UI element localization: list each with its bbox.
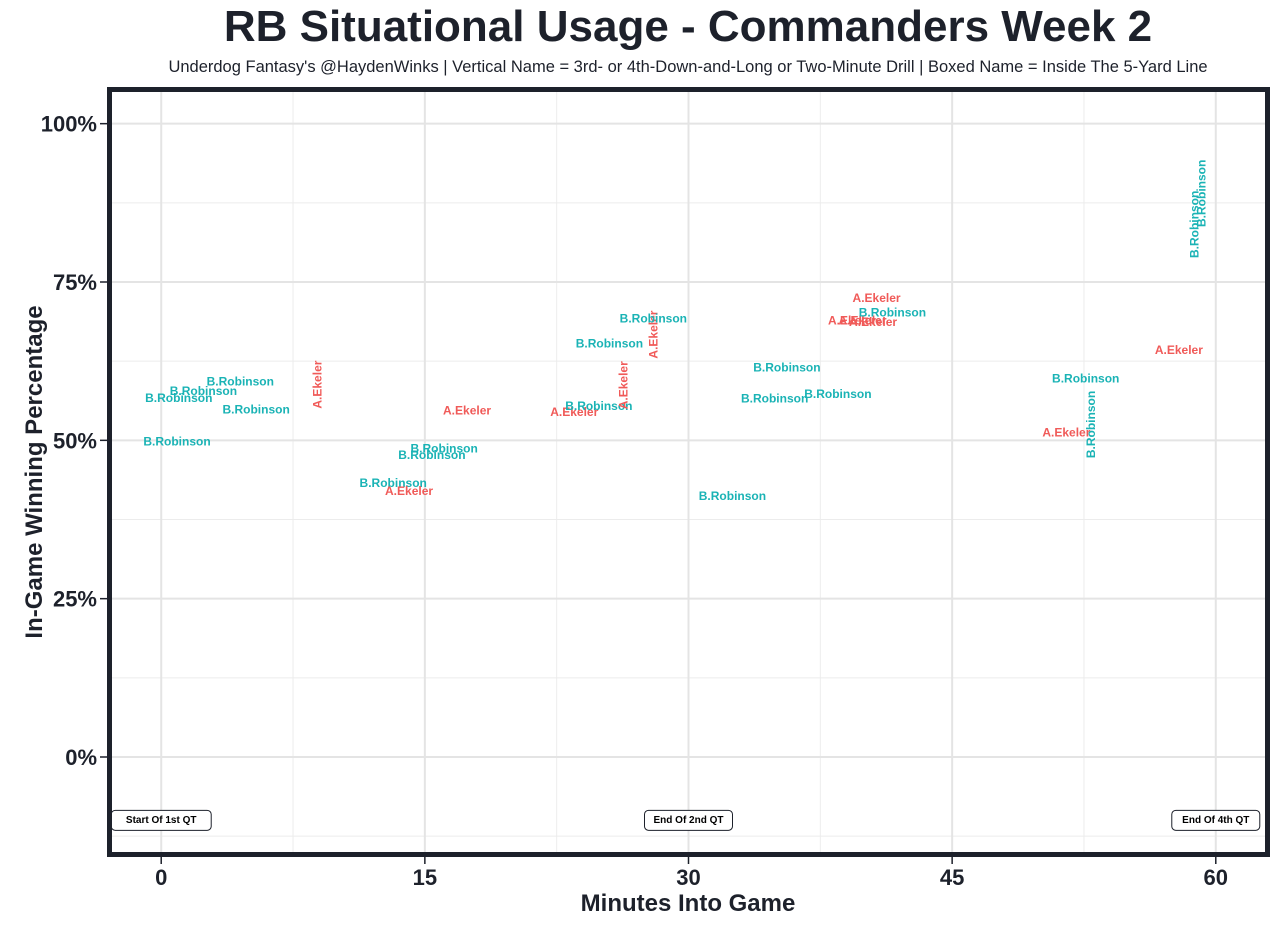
x-axis: 0 15 30 45 60 [155, 857, 1228, 890]
label-b-robinson: B.Robinson [222, 402, 289, 416]
label-b-robinson: B.Robinson [1084, 391, 1098, 458]
y-tick-label: 25% [53, 587, 97, 612]
annotation-label: Start Of 1st QT [126, 815, 197, 826]
annotation-label: End Of 4th QT [1182, 815, 1249, 826]
y-tick-label: 100% [41, 112, 97, 137]
y-axis: 0% 25% 50% 75% 100% [41, 112, 107, 770]
annotation-box: End Of 2nd QT [644, 809, 733, 831]
label-b-robinson: B.Robinson [804, 387, 871, 401]
panel-border [107, 87, 1270, 857]
annotation-box: Start Of 1st QT [110, 809, 212, 831]
grid [112, 92, 1265, 852]
quarter-annotations: Start Of 1st QT End Of 2nd QT End Of 4th Q… [110, 809, 1261, 831]
label-b-robinson: B.Robinson [741, 392, 808, 406]
label-b-robinson: B.Robinson [1052, 371, 1119, 385]
label-a-ekeler: A.Ekeler [1155, 343, 1203, 357]
label-b-robinson: B.Robinson [143, 435, 210, 449]
annotation-label: End Of 2nd QT [654, 815, 724, 826]
label-b-robinson: B.Robinson [1188, 191, 1202, 258]
annotation-frame [644, 809, 733, 831]
label-b-robinson: B.Robinson [170, 384, 237, 398]
x-tick-label: 60 [1204, 865, 1228, 890]
label-b-robinson: B.Robinson [620, 312, 687, 326]
label-a-ekeler: A.Ekeler [646, 310, 660, 358]
chart-title: RB Situational Usage - Commanders Week 2 [224, 2, 1152, 51]
label-b-robinson: B.Robinson [1195, 160, 1209, 227]
label-a-ekeler: A.Ekeler [828, 314, 876, 328]
y-tick-label: 75% [53, 270, 97, 295]
label-b-robinson: B.Robinson [411, 442, 478, 456]
y-tick-label: 0% [65, 745, 97, 770]
label-b-robinson: B.Robinson [145, 391, 212, 405]
label-b-robinson: B.Robinson [565, 399, 632, 413]
x-tick-label: 0 [155, 865, 167, 890]
x-axis-label: Minutes Into Game [581, 890, 796, 917]
x-tick-label: 15 [413, 865, 437, 890]
label-a-ekeler: A.Ekeler [853, 291, 901, 305]
y-axis-label: In-Game Winning Percentage [21, 305, 48, 638]
label-a-ekeler: A.Ekeler [311, 360, 325, 408]
data-labels: B.RobinsonB.RobinsonB.RobinsonB.Robinson… [143, 160, 1208, 503]
label-a-ekeler: A.Ekeler [443, 404, 491, 418]
label-b-robinson: B.Robinson [207, 374, 274, 388]
label-a-ekeler: A.Ekeler [385, 484, 433, 498]
label-b-robinson: B.Robinson [699, 489, 766, 503]
chart-subtitle: Underdog Fantasy's @HaydenWinks | Vertic… [168, 58, 1207, 76]
label-b-robinson: B.Robinson [576, 336, 643, 350]
label-b-robinson: B.Robinson [360, 476, 427, 490]
label-b-robinson: B.Robinson [859, 305, 926, 319]
label-a-ekeler: A.Ekeler [616, 361, 630, 409]
x-tick-label: 30 [676, 865, 700, 890]
label-a-ekeler: A.Ekeler [1042, 426, 1090, 440]
label-b-robinson: B.Robinson [398, 448, 465, 462]
label-b-robinson: B.Robinson [753, 361, 820, 375]
label-a-ekeler: A.Ekeler [838, 314, 886, 328]
x-tick-label: 45 [940, 865, 964, 890]
label-a-ekeler: A.Ekeler [550, 405, 598, 419]
annotation-frame [1171, 809, 1261, 831]
annotation-box: End Of 4th QT [1171, 809, 1261, 831]
y-tick-label: 50% [53, 428, 97, 453]
label-a-ekeler: A.Ekeler [849, 315, 897, 329]
